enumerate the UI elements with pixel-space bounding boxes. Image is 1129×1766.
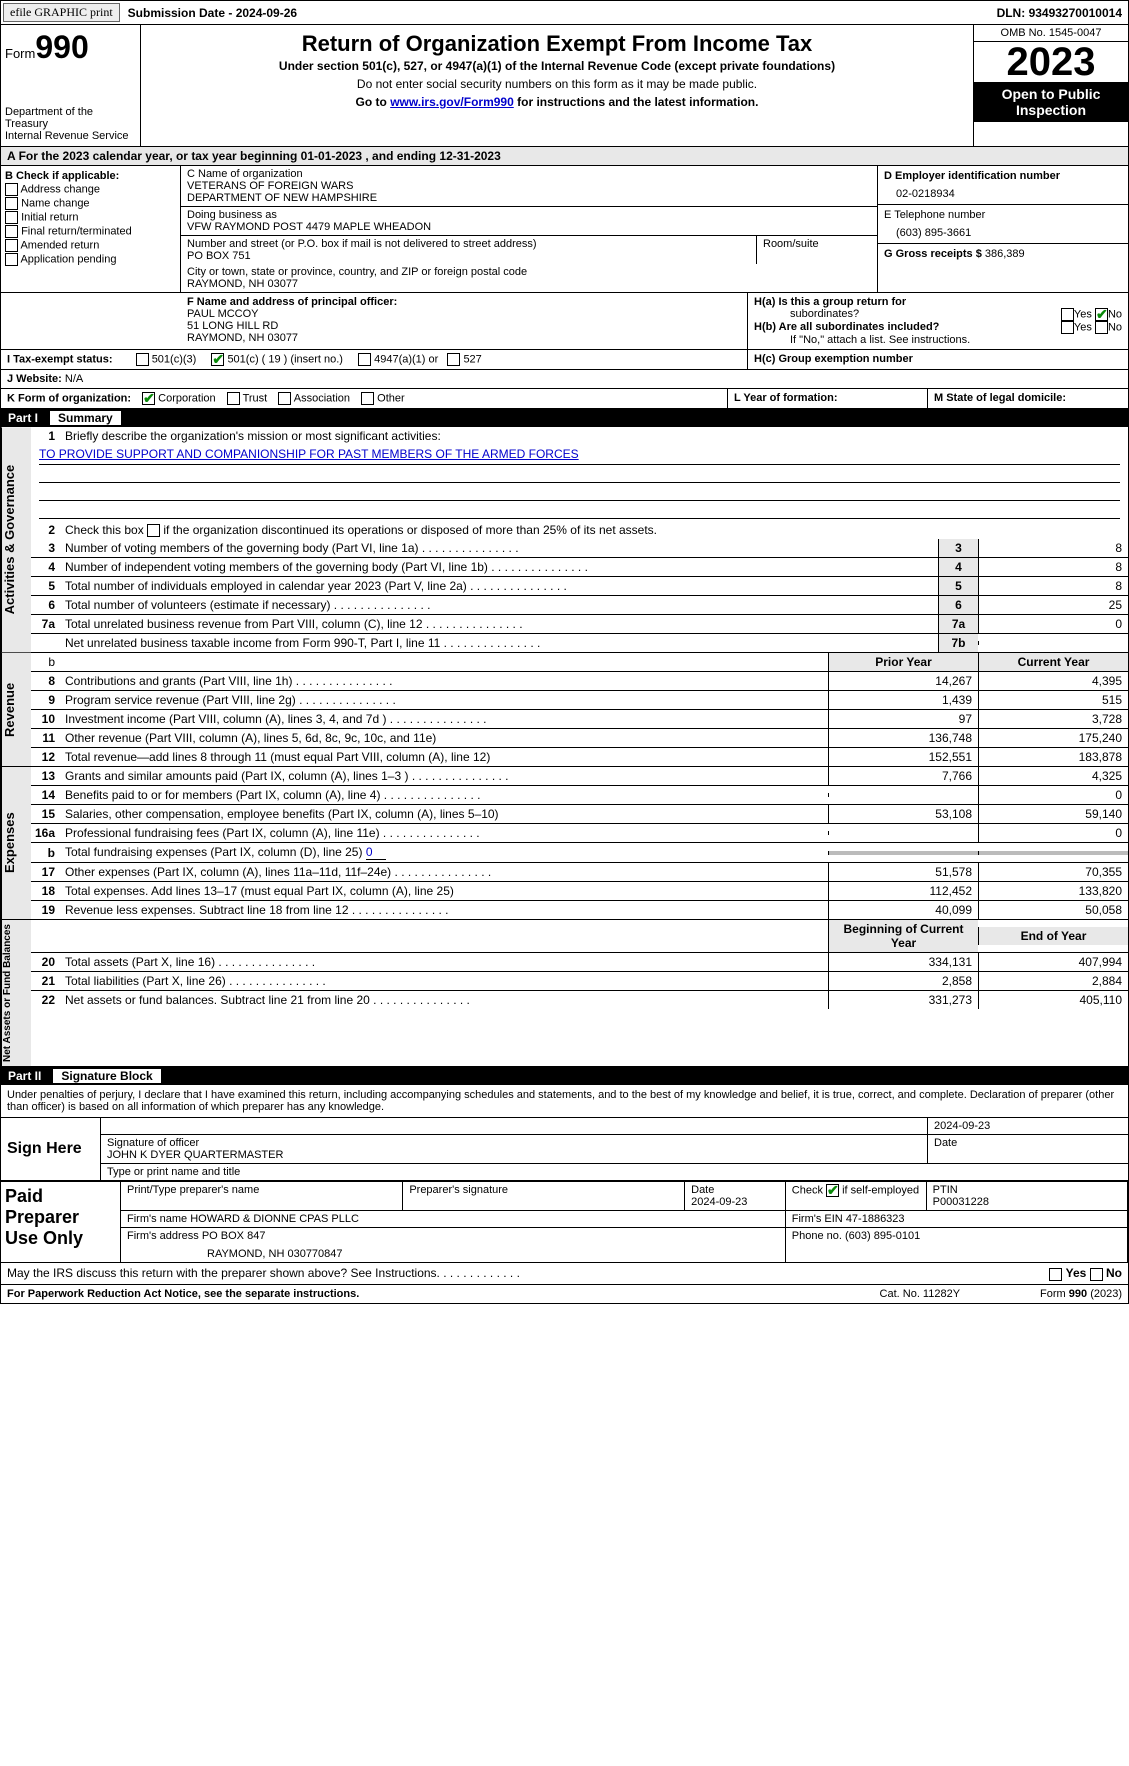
form-title: Return of Organization Exempt From Incom… xyxy=(149,31,965,57)
box-b: B Check if applicable: Address change Na… xyxy=(1,166,181,292)
cb-501c3[interactable] xyxy=(136,353,149,366)
v3: 8 xyxy=(978,539,1128,557)
phone: (603) 895-3661 xyxy=(884,221,1122,239)
side-rev: Revenue xyxy=(1,653,31,766)
officer-sig: JOHN K DYER QUARTERMASTER xyxy=(107,1149,921,1161)
org-name: VETERANS OF FOREIGN WARS DEPARTMENT OF N… xyxy=(187,180,871,204)
cb-4947[interactable] xyxy=(358,353,371,366)
section-net: Net Assets or Fund Balances Beginning of… xyxy=(0,920,1129,1067)
may-no[interactable] xyxy=(1090,1268,1103,1281)
dln: DLN: 93493270010014 xyxy=(991,4,1128,22)
irs-link[interactable]: www.irs.gov/Form990 xyxy=(390,95,514,109)
may-irs-row: May the IRS discuss this return with the… xyxy=(0,1263,1129,1284)
dba: VFW RAYMOND POST 4479 MAPLE WHEADON xyxy=(187,221,871,233)
header-right: OMB No. 1545-0047 2023 Open to Public In… xyxy=(973,25,1128,146)
mission-text: TO PROVIDE SUPPORT AND COMPANIONSHIP FOR… xyxy=(39,447,1120,465)
tax-year-row: A For the 2023 calendar year, or tax yea… xyxy=(0,147,1129,166)
sig-disclaimer: Under penalties of perjury, I declare th… xyxy=(1,1085,1128,1118)
cb-501c[interactable] xyxy=(211,353,224,366)
ha-yes[interactable] xyxy=(1061,308,1074,321)
firm-phone: (603) 895-0101 xyxy=(845,1230,920,1242)
hb-yes[interactable] xyxy=(1061,321,1074,334)
footer: For Paperwork Reduction Act Notice, see … xyxy=(0,1285,1129,1304)
cb-final-return[interactable]: Final return/terminated xyxy=(5,225,176,238)
ptin: P00031228 xyxy=(933,1196,1121,1208)
officer-name: PAUL MCCOY xyxy=(187,308,741,320)
section-exp: Expenses 13Grants and similar amounts pa… xyxy=(0,767,1129,920)
header-grid: B Check if applicable: Address change Na… xyxy=(0,166,1129,293)
cb-initial-return[interactable]: Initial return xyxy=(5,211,176,224)
cb-address-change[interactable]: Address change xyxy=(5,183,176,196)
paid-preparer-block: Paid Preparer Use Only Print/Type prepar… xyxy=(0,1182,1129,1263)
open-inspection: Open to Public Inspection xyxy=(974,82,1128,122)
lower-header: F Name and address of principal officer:… xyxy=(0,293,1129,409)
hb-no[interactable] xyxy=(1095,321,1108,334)
ha-no[interactable] xyxy=(1095,308,1108,321)
firm-name: HOWARD & DIONNE CPAS PLLC xyxy=(190,1213,359,1225)
part2-header: Part II Signature Block xyxy=(0,1067,1129,1085)
section-gov: Activities & Governance 1 Briefly descri… xyxy=(0,427,1129,653)
box-d-e-g: D Employer identification number 02-0218… xyxy=(878,166,1128,292)
cb-app-pending[interactable]: Application pending xyxy=(5,253,176,266)
cb-other[interactable] xyxy=(361,392,374,405)
tax-year: 2023 xyxy=(974,42,1128,82)
signature-block: Under penalties of perjury, I declare th… xyxy=(0,1085,1129,1182)
side-net: Net Assets or Fund Balances xyxy=(1,920,31,1066)
submission-date: Submission Date - 2024-09-26 xyxy=(122,4,303,22)
cb-assoc[interactable] xyxy=(278,392,291,405)
cb-self-employed[interactable] xyxy=(826,1184,839,1197)
cb-trust[interactable] xyxy=(227,392,240,405)
paid-prep-label: Paid Preparer Use Only xyxy=(1,1182,121,1262)
side-gov: Activities & Governance xyxy=(1,427,31,652)
header-left: Form990 Department of the Treasury Inter… xyxy=(1,25,141,146)
cb-amended-return[interactable]: Amended return xyxy=(5,239,176,252)
city-state-zip: RAYMOND, NH 03077 xyxy=(187,278,871,290)
cb-corp[interactable] xyxy=(142,392,155,405)
sign-here-label: Sign Here xyxy=(1,1118,101,1180)
section-rev: Revenue bPrior YearCurrent Year 8Contrib… xyxy=(0,653,1129,767)
top-bar: efile GRAPHIC print Submission Date - 20… xyxy=(0,0,1129,25)
cb-discontinued[interactable] xyxy=(147,524,160,537)
v7a: 0 xyxy=(978,615,1128,633)
v5: 8 xyxy=(978,577,1128,595)
gross-receipts: 386,389 xyxy=(985,248,1025,260)
v7b xyxy=(978,641,1128,645)
header-center: Return of Organization Exempt From Incom… xyxy=(141,25,973,146)
side-exp: Expenses xyxy=(1,767,31,919)
efile-print-button[interactable]: efile GRAPHIC print xyxy=(3,3,120,22)
part1-header: Part I Summary xyxy=(0,409,1129,427)
street-address: PO BOX 751 xyxy=(187,250,750,262)
ein: 02-0218934 xyxy=(884,182,1122,200)
website: N/A xyxy=(65,373,83,385)
cb-name-change[interactable]: Name change xyxy=(5,197,176,210)
may-yes[interactable] xyxy=(1049,1268,1062,1281)
v4: 8 xyxy=(978,558,1128,576)
box-c: C Name of organization VETERANS OF FOREI… xyxy=(181,166,878,292)
firm-ein: 47-1886323 xyxy=(846,1213,905,1225)
cb-527[interactable] xyxy=(447,353,460,366)
v6: 25 xyxy=(978,596,1128,614)
form-header: Form990 Department of the Treasury Inter… xyxy=(0,25,1129,147)
